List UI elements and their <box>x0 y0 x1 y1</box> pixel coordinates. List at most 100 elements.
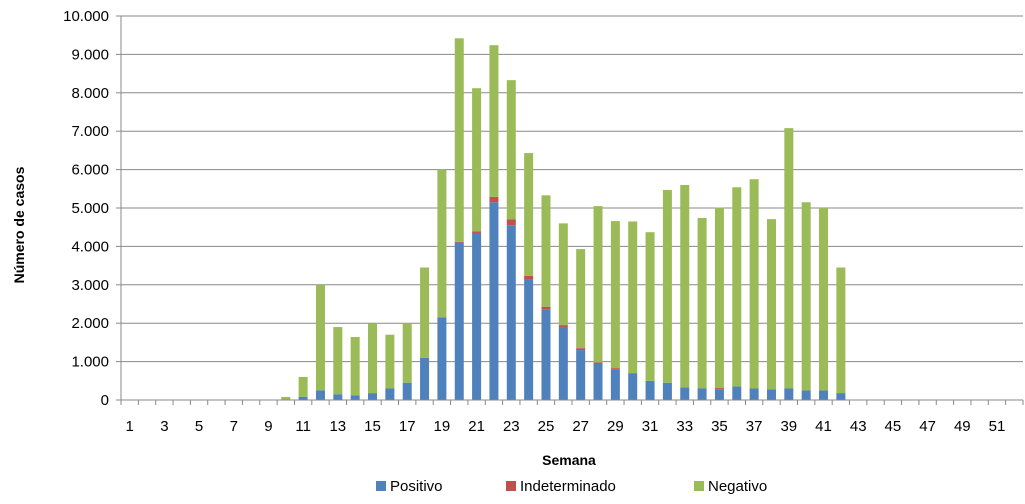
x-axis-title: Semana <box>542 452 596 468</box>
bar-segment-positivo <box>454 242 464 400</box>
y-tick-label: 2.000 <box>71 315 109 332</box>
bar-segment-indeterminado <box>489 196 499 203</box>
bar-segment-indeterminado <box>558 325 568 328</box>
x-tick-label: 15 <box>364 418 381 435</box>
bar-segment-positivo <box>437 317 447 400</box>
bar-segment-positivo <box>420 357 430 400</box>
y-tick-label: 10.000 <box>63 8 109 25</box>
x-tick-label: 11 <box>295 418 311 435</box>
bar-segment-negativo <box>489 45 499 197</box>
y-tick-label: 6.000 <box>71 162 109 179</box>
x-tick-label: 9 <box>264 418 272 435</box>
legend-label-positivo: Positivo <box>390 478 443 495</box>
bar-segment-positivo <box>610 369 620 400</box>
x-tick-label: 33 <box>676 418 693 435</box>
legend-swatch-indeterminado <box>506 481 516 491</box>
bar-segment-positivo <box>333 394 343 400</box>
x-tick-label: 1 <box>126 418 134 435</box>
x-tick-label: 43 <box>850 418 867 435</box>
y-tick-label: 7.000 <box>71 123 109 140</box>
bar-segment-negativo <box>437 169 447 318</box>
x-tick-label: 29 <box>607 418 624 435</box>
bar-segment-positivo <box>315 390 325 400</box>
bar-segment-positivo <box>680 387 690 400</box>
bar-segment-positivo <box>732 386 742 400</box>
y-tick-label: 5.000 <box>71 200 109 217</box>
x-tick-label: 47 <box>919 418 936 435</box>
bar-segment-indeterminado <box>576 348 586 351</box>
x-tick-label: 49 <box>954 418 971 435</box>
bar-segment-negativo <box>732 187 742 387</box>
bar-segment-indeterminado <box>506 219 516 226</box>
bar-segment-positivo <box>558 327 568 400</box>
bar-segment-positivo <box>489 202 499 400</box>
bar-segment-negativo <box>819 208 829 391</box>
bar-segment-negativo <box>801 202 811 391</box>
bar-segment-positivo <box>524 279 534 400</box>
bar-segment-indeterminado <box>541 306 551 310</box>
bar-segment-positivo <box>766 389 776 400</box>
bar-segment-negativo <box>541 195 551 307</box>
bar-segment-positivo <box>697 388 707 400</box>
gridlines <box>116 15 1023 401</box>
bar-segment-negativo <box>472 88 482 232</box>
bar-segment-indeterminado <box>524 275 534 280</box>
bar-segment-negativo <box>680 184 690 388</box>
x-tick-label: 17 <box>399 418 416 435</box>
bar-segment-negativo <box>662 189 672 383</box>
bar-segment-positivo <box>801 390 811 400</box>
bar-segment-positivo <box>628 373 638 400</box>
bar-segment-positivo <box>350 395 360 400</box>
bar-segment-positivo <box>749 388 759 400</box>
x-tick-label: 37 <box>746 418 763 435</box>
bar-segment-positivo <box>784 388 794 400</box>
bar-segment-negativo <box>333 327 343 395</box>
bar-segment-negativo <box>506 80 516 220</box>
bar-segment-positivo <box>593 363 603 400</box>
x-tick-label: 39 <box>780 418 797 435</box>
bars <box>281 38 846 400</box>
y-tick-label: 3.000 <box>71 277 109 294</box>
bar-segment-indeterminado <box>610 368 620 370</box>
bar-segment-indeterminado <box>454 241 464 243</box>
bar-segment-negativo <box>628 221 638 374</box>
x-tick-label: 45 <box>885 418 902 435</box>
x-tick-label: 3 <box>160 418 168 435</box>
bar-segment-negativo <box>420 267 430 358</box>
bar-segment-negativo <box>766 219 776 390</box>
bar-segment-negativo <box>315 284 325 391</box>
bar-segment-negativo <box>714 207 724 389</box>
x-tick-label: 21 <box>468 418 485 435</box>
bar-segment-negativo <box>697 217 707 389</box>
bar-segment-positivo <box>298 396 308 400</box>
x-tick-label: 35 <box>711 418 728 435</box>
bar-segment-negativo <box>784 128 794 389</box>
bar-segment-positivo <box>576 350 586 400</box>
x-tick-label: 13 <box>329 418 346 435</box>
bar-segment-indeterminado <box>472 231 482 233</box>
bar-segment-negativo <box>298 376 308 397</box>
x-tick-label: 27 <box>572 418 589 435</box>
x-tick-label: 51 <box>989 418 1006 435</box>
bar-segment-positivo <box>541 309 551 400</box>
bar-segment-negativo <box>350 337 360 396</box>
y-axis-title: Número de casos <box>11 166 27 283</box>
x-tick-label: 23 <box>503 418 520 435</box>
bar-segment-positivo <box>836 393 846 400</box>
x-tick-label: 31 <box>642 418 659 435</box>
bar-segment-positivo <box>645 380 655 400</box>
legend-label-indeterminado: Indeterminado <box>520 478 616 495</box>
x-tick-label: 7 <box>230 418 238 435</box>
bar-segment-negativo <box>749 179 759 389</box>
bar-segment-positivo <box>368 393 378 400</box>
legend-swatch-negativo <box>694 481 704 491</box>
bar-segment-positivo <box>819 390 829 400</box>
bar-segment-negativo <box>368 323 378 394</box>
bar-segment-negativo <box>645 232 655 381</box>
bar-segment-positivo <box>714 389 724 400</box>
bar-segment-negativo <box>610 221 620 369</box>
bar-segment-negativo <box>836 267 846 394</box>
x-tick-label: 19 <box>434 418 451 435</box>
y-tick-labels: 0 1.000 2.000 3.000 4.000 5.000 6.000 7.000 8.00… <box>63 8 109 409</box>
